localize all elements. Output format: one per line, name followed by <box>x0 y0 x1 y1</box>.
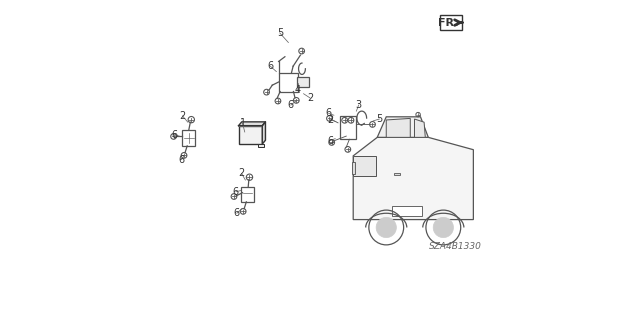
Bar <box>241 187 253 202</box>
Bar <box>392 206 422 216</box>
FancyBboxPatch shape <box>239 126 262 144</box>
Text: 5: 5 <box>276 28 283 38</box>
Text: 6: 6 <box>327 136 333 145</box>
Bar <box>259 144 264 147</box>
Text: 6: 6 <box>234 208 240 218</box>
FancyBboxPatch shape <box>440 15 462 30</box>
Text: 2: 2 <box>239 168 244 178</box>
Bar <box>394 173 401 175</box>
Text: 5: 5 <box>376 114 383 124</box>
Polygon shape <box>262 122 266 144</box>
Text: FR.: FR. <box>438 18 458 27</box>
Polygon shape <box>353 156 376 176</box>
Text: 6: 6 <box>288 100 294 110</box>
Bar <box>340 116 356 139</box>
Text: 1: 1 <box>239 118 246 128</box>
Text: 6: 6 <box>172 130 178 140</box>
Text: 4: 4 <box>295 85 301 95</box>
Text: 6: 6 <box>179 154 184 165</box>
Polygon shape <box>415 119 426 137</box>
Bar <box>182 130 195 146</box>
Circle shape <box>376 217 396 238</box>
Text: 6: 6 <box>326 108 332 118</box>
Polygon shape <box>377 117 428 137</box>
Text: 2: 2 <box>307 93 313 103</box>
Polygon shape <box>353 137 474 219</box>
Bar <box>296 77 308 87</box>
Circle shape <box>433 217 454 238</box>
Text: 6: 6 <box>268 61 273 71</box>
Polygon shape <box>239 122 266 126</box>
Bar <box>351 162 355 174</box>
Polygon shape <box>387 118 410 137</box>
Text: 3: 3 <box>355 100 362 110</box>
Text: 2: 2 <box>327 115 333 125</box>
Text: SZA4B1330: SZA4B1330 <box>429 242 482 251</box>
Bar <box>278 72 298 92</box>
Text: 6: 6 <box>233 187 239 197</box>
Text: 2: 2 <box>179 111 186 121</box>
